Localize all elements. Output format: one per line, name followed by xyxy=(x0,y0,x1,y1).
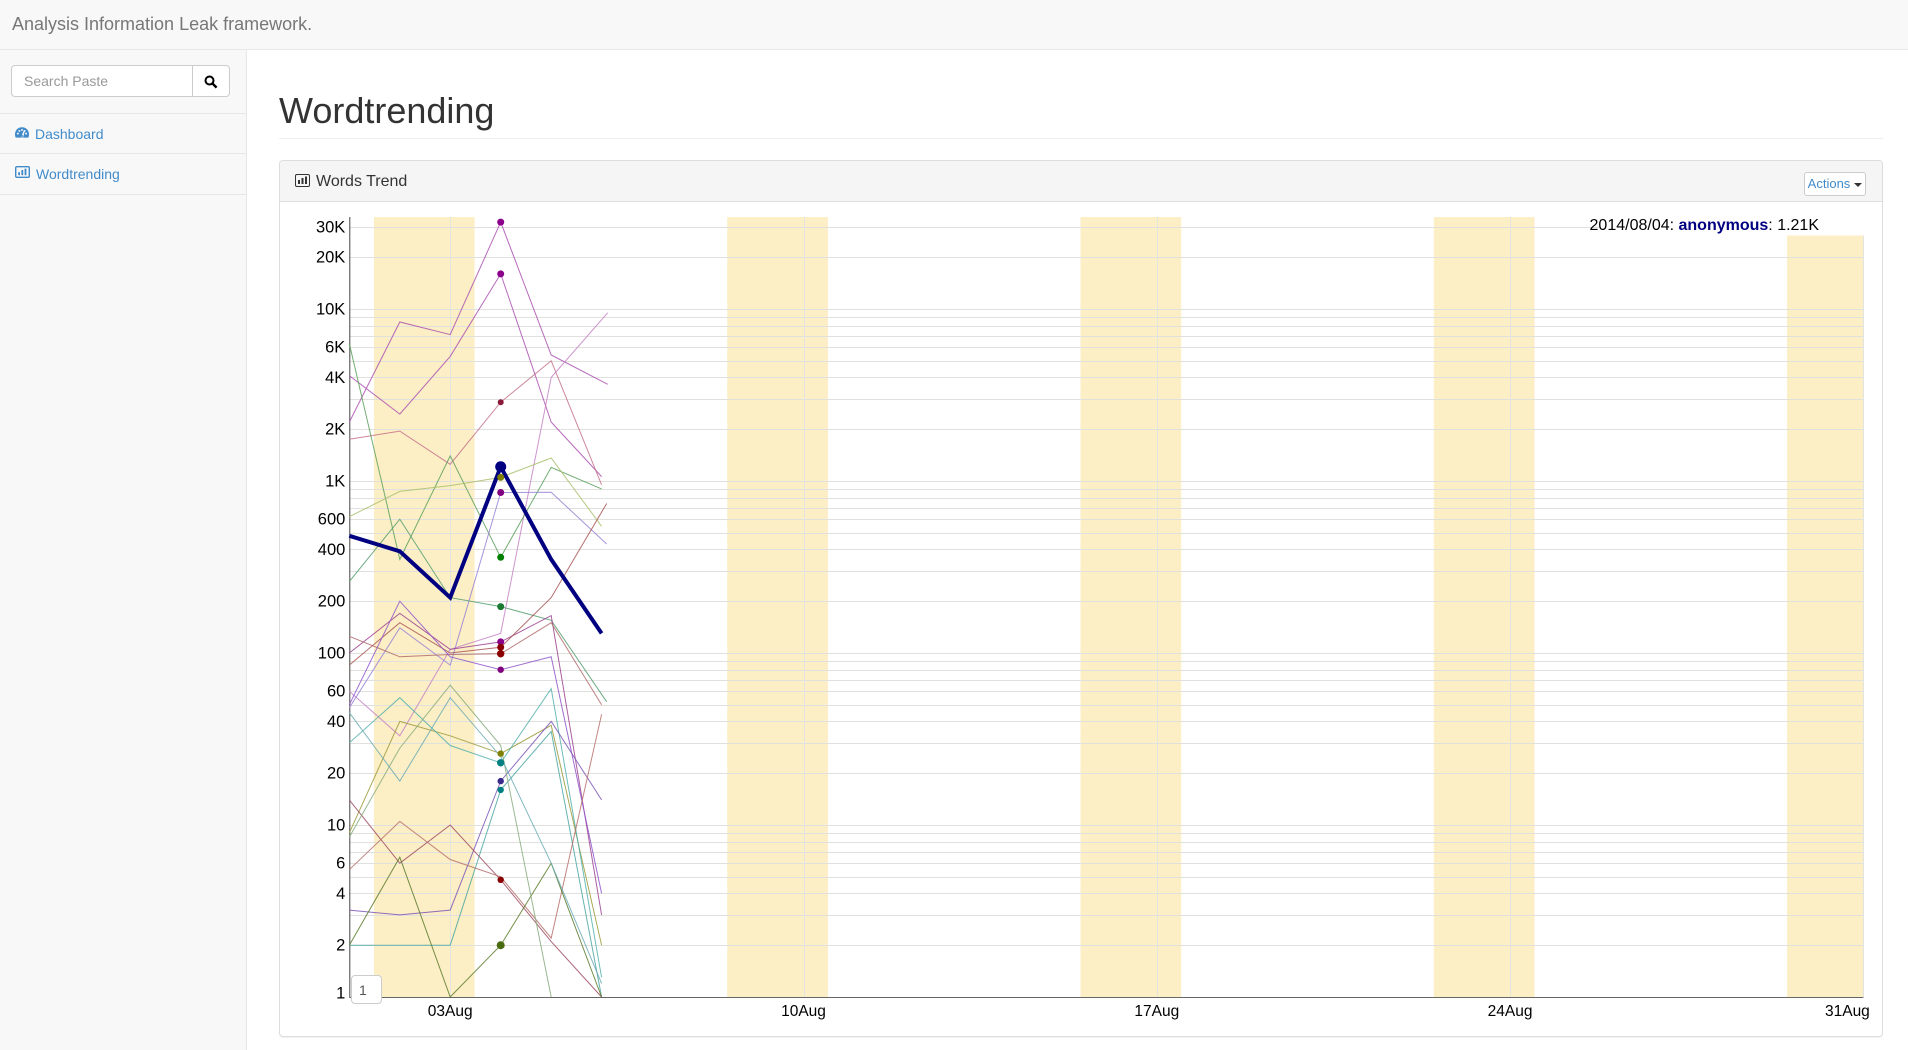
svg-text:17Aug: 17Aug xyxy=(1134,1003,1179,1020)
svg-text:60: 60 xyxy=(327,683,345,701)
svg-text:4K: 4K xyxy=(325,369,345,387)
svg-text:100: 100 xyxy=(318,645,346,663)
svg-text:03Aug: 03Aug xyxy=(428,1003,473,1020)
svg-text:6: 6 xyxy=(336,855,345,873)
svg-text:2K: 2K xyxy=(325,421,345,439)
svg-text:10: 10 xyxy=(327,817,345,835)
svg-text:6K: 6K xyxy=(325,339,345,357)
svg-text:4: 4 xyxy=(336,885,345,903)
svg-text:600: 600 xyxy=(318,511,346,529)
svg-text:1: 1 xyxy=(336,985,345,1003)
svg-text:40: 40 xyxy=(327,713,345,731)
svg-text:2: 2 xyxy=(336,937,345,955)
svg-text:30K: 30K xyxy=(316,218,345,236)
svg-text:20K: 20K xyxy=(316,249,345,267)
svg-text:24Aug: 24Aug xyxy=(1488,1003,1533,1020)
svg-text:2014/08/04: anonymous: 1.21K: 2014/08/04: anonymous: 1.21K xyxy=(1590,217,1820,234)
svg-text:31Aug: 31Aug xyxy=(1825,1003,1870,1020)
svg-text:1K: 1K xyxy=(325,473,345,491)
svg-text:200: 200 xyxy=(318,593,346,611)
svg-text:10Aug: 10Aug xyxy=(781,1003,826,1020)
svg-text:10K: 10K xyxy=(316,301,345,319)
svg-text:20: 20 xyxy=(327,765,345,783)
svg-text:400: 400 xyxy=(318,541,346,559)
